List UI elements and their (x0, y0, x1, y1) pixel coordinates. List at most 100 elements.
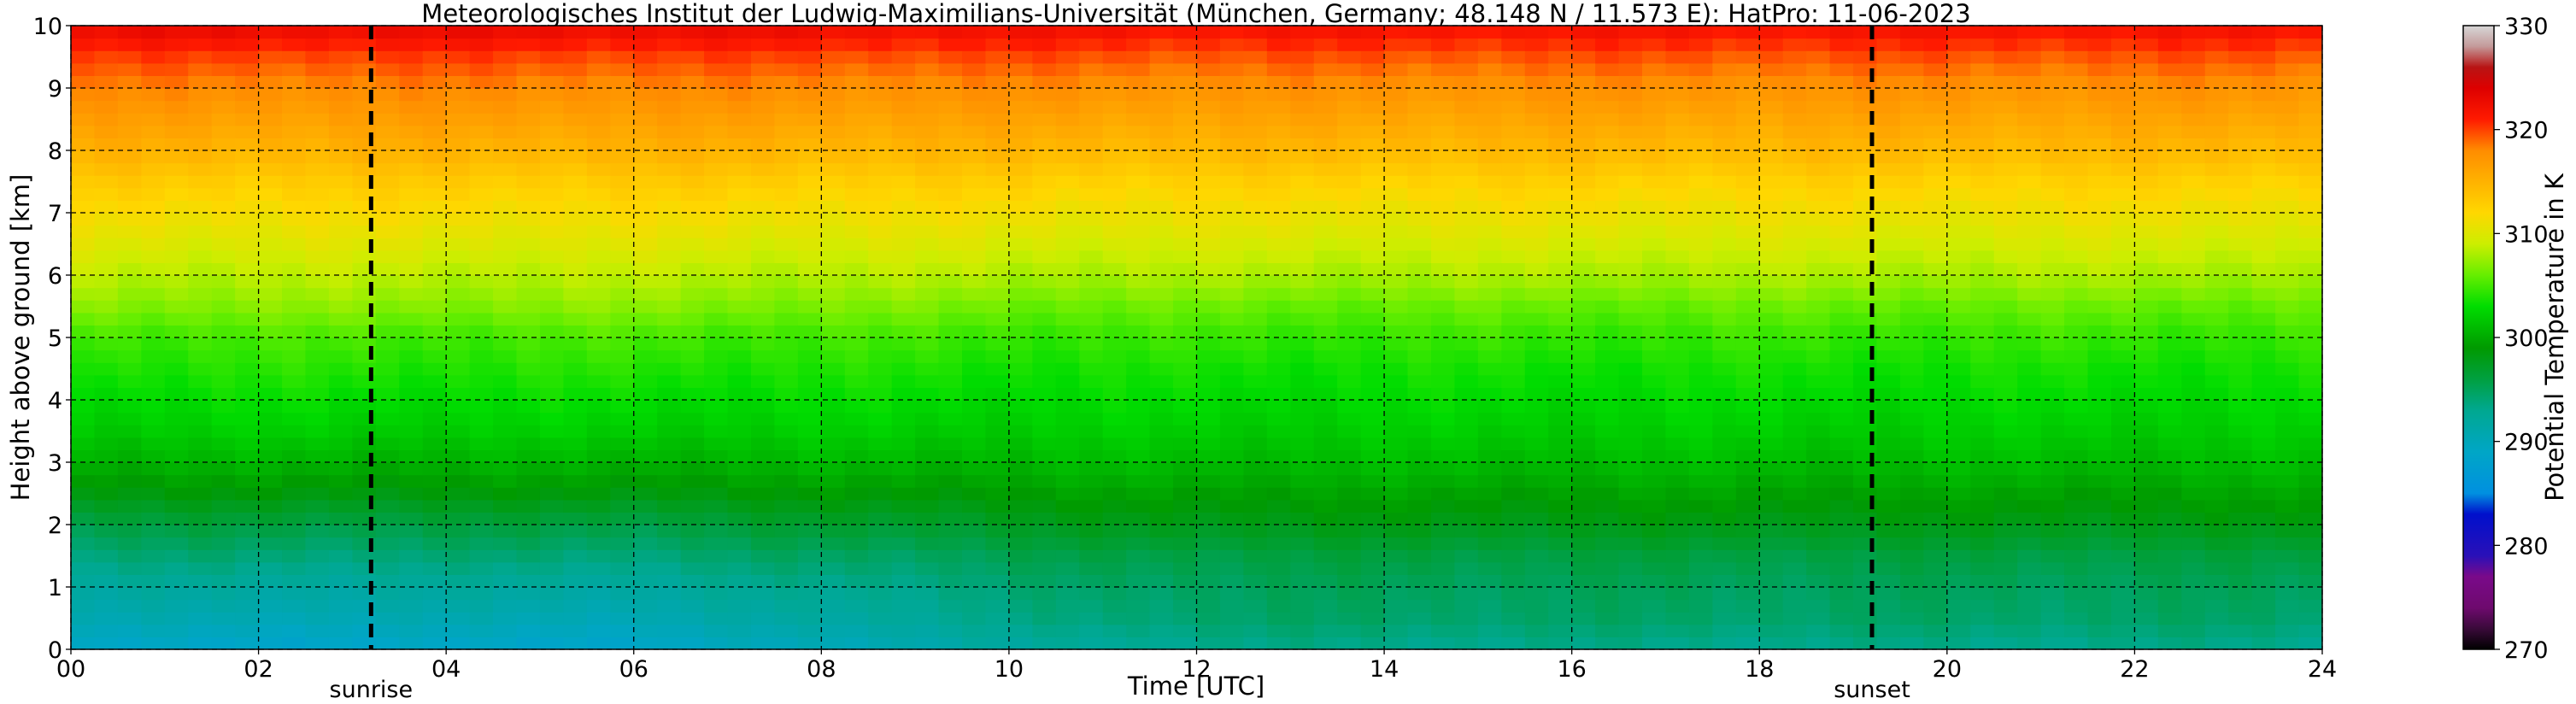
heatmap-cell (164, 537, 189, 550)
heatmap-cell (1032, 412, 1057, 425)
heatmap-cell (469, 474, 494, 488)
heatmap-cell (1290, 300, 1315, 314)
heatmap-cell (164, 75, 189, 89)
heatmap-cell (2181, 487, 2206, 501)
heatmap-cell (610, 312, 635, 326)
heatmap-cell (1782, 437, 1807, 450)
heatmap-cell (1290, 113, 1315, 126)
heatmap-cell (211, 175, 236, 189)
heatmap-cell (2251, 400, 2276, 414)
heatmap-cell (211, 238, 236, 251)
heatmap-cell (1430, 474, 1456, 488)
heatmap-cell (328, 449, 353, 463)
heatmap-cell (2157, 38, 2182, 51)
heatmap-cell (2157, 374, 2182, 388)
heatmap-cell (938, 574, 963, 588)
heatmap-cell (2064, 275, 2089, 289)
heatmap-cell (1665, 200, 1690, 214)
heatmap-cell (469, 138, 494, 151)
heatmap-cell (1548, 587, 1573, 601)
heatmap-cell (375, 362, 400, 376)
heatmap-cell (2181, 238, 2206, 251)
heatmap-cell (2134, 287, 2159, 301)
heatmap-cell (1196, 200, 1221, 214)
heatmap-cell (633, 349, 658, 363)
heatmap-cell (1055, 75, 1080, 89)
heatmap-cell (844, 587, 869, 601)
heatmap-cell (211, 400, 236, 414)
heatmap-cell (1032, 287, 1057, 301)
heatmap-cell (774, 512, 799, 525)
heatmap-cell (305, 113, 330, 126)
heatmap-cell (2110, 175, 2136, 189)
y-tick-label: 3 (48, 450, 62, 477)
heatmap-cell (1008, 125, 1033, 138)
heatmap-cell (516, 474, 541, 488)
heatmap-cell (1829, 412, 1854, 425)
heatmap-cell (1876, 487, 1901, 501)
heatmap-cell (188, 113, 213, 126)
heatmap-cell (774, 275, 799, 289)
heatmap-cell (1407, 275, 1432, 289)
heatmap-cell (891, 300, 916, 314)
heatmap-cell (446, 300, 471, 314)
heatmap-cell (704, 400, 729, 414)
y-tick-label: 10 (33, 14, 62, 40)
heatmap-cell (2181, 362, 2206, 376)
heatmap-cell (71, 138, 96, 151)
heatmap-cell (2017, 113, 2042, 126)
heatmap-cell (657, 249, 682, 263)
heatmap-cell (235, 100, 260, 114)
heatmap-cell (235, 249, 260, 263)
heatmap-cell (1126, 512, 1151, 525)
heatmap-cell (586, 50, 611, 64)
heatmap-cell (915, 125, 940, 138)
heatmap-cell (1595, 487, 1620, 501)
heatmap-cell (1337, 624, 1362, 637)
heatmap-cell (188, 100, 213, 114)
heatmap-cell (446, 238, 471, 251)
heatmap-cell (821, 62, 846, 76)
heatmap-cell (1899, 561, 1924, 575)
heatmap-cell (1642, 162, 1667, 176)
heatmap-cell (1243, 561, 1268, 575)
heatmap-cell (1618, 50, 1643, 64)
heatmap-cell (2110, 225, 2136, 238)
heatmap-cell (1102, 387, 1127, 401)
heatmap-cell (211, 50, 236, 64)
heatmap-cell (704, 213, 729, 226)
heatmap-cell (2228, 62, 2253, 76)
heatmap-cell (868, 213, 893, 226)
heatmap-cell (117, 300, 142, 314)
heatmap-cell (1196, 474, 1221, 488)
heatmap-cell (2204, 362, 2229, 376)
heatmap-cell (704, 100, 729, 114)
heatmap-cell (1219, 38, 1244, 51)
heatmap-cell (211, 38, 236, 51)
heatmap-cell (493, 162, 518, 176)
heatmap-cell (399, 162, 424, 176)
heatmap-cell (164, 599, 189, 613)
heatmap-cell (469, 499, 494, 513)
heatmap-cell (1196, 425, 1221, 438)
heatmap-cell (844, 637, 869, 649)
heatmap-cell (657, 599, 682, 613)
heatmap-cell (962, 125, 987, 138)
heatmap-cell (750, 312, 776, 326)
heatmap-cell (1454, 462, 1479, 476)
heatmap-cell (1735, 512, 1760, 525)
heatmap-cell (633, 62, 658, 76)
heatmap-cell (633, 462, 658, 476)
heatmap-cell (1712, 537, 1737, 550)
heatmap-cell (938, 275, 963, 289)
heatmap-cell (1524, 38, 1549, 51)
heatmap-cell (1032, 374, 1057, 388)
heatmap-cell (750, 187, 776, 201)
heatmap-cell (2157, 113, 2182, 126)
heatmap-cell (1735, 624, 1760, 637)
heatmap-cell (1454, 612, 1479, 625)
heatmap-cell (727, 62, 752, 76)
heatmap-cell (305, 175, 330, 189)
heatmap-cell (821, 100, 846, 114)
heatmap-cell (1102, 537, 1127, 550)
